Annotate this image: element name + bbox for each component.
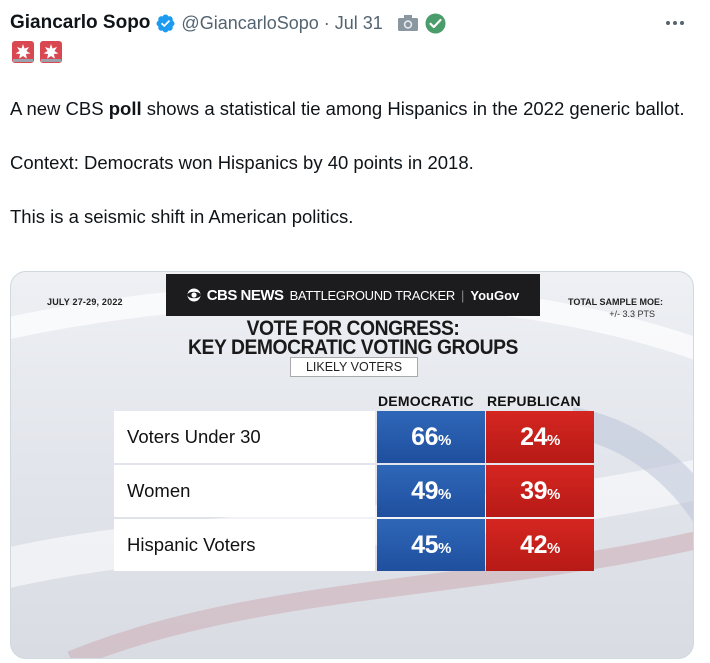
author-name[interactable]: Giancarlo Sopo	[10, 12, 151, 33]
emoji-row	[11, 40, 63, 64]
tweet-text: A new CBS poll shows a statistical tie a…	[10, 95, 700, 257]
row-label: Hispanic Voters	[114, 519, 375, 571]
tweet-paragraph-1: A new CBS poll shows a statistical tie a…	[10, 98, 685, 119]
tweet-paragraph-3: This is a seismic shift in American poli…	[10, 206, 354, 227]
verified-badge-icon[interactable]	[155, 13, 176, 34]
brand-separator: |	[461, 287, 465, 303]
more-options-icon[interactable]	[660, 8, 690, 38]
democratic-value-cell: 66%	[377, 411, 485, 463]
table-row: Voters Under 30 66% 24%	[114, 411, 594, 463]
cbs-eye-logo-icon	[187, 288, 201, 302]
democratic-value-cell: 49%	[377, 465, 485, 517]
tweet-paragraph-2: Context: Democrats won Hispanics by 40 p…	[10, 152, 474, 173]
tweet-header: Giancarlo Sopo @GiancarloSopo · Jul 31	[10, 10, 446, 36]
democratic-value: 45	[411, 531, 438, 559]
republican-value-cell: 42%	[486, 519, 594, 571]
moe-label: TOTAL SAMPLE MOE:	[567, 297, 663, 307]
republican-value: 39	[520, 477, 547, 505]
column-header-democratic: DEMOCRATIC	[378, 393, 474, 409]
separator-dot: ·	[323, 12, 330, 33]
police-siren-icon	[39, 40, 63, 64]
author-handle[interactable]: @GiancarloSopo	[181, 12, 319, 33]
tweet-date[interactable]: Jul 31	[334, 12, 383, 33]
chart-title-line-2: KEY DEMOCRATIC VOTING GROUPS	[188, 336, 518, 359]
yougov-label: YouGov	[470, 287, 520, 303]
check-circle-icon	[425, 13, 446, 34]
percent-sign: %	[437, 432, 451, 449]
democratic-value: 66	[411, 423, 438, 451]
hashtag-poll[interactable]: poll	[108, 98, 142, 119]
democratic-value-cell: 45%	[377, 519, 485, 571]
column-header-republican: REPUBLICAN	[487, 393, 581, 409]
battleground-tracker-label: BATTLEGROUND TRACKER	[289, 287, 456, 303]
chart-subtitle: LIKELY VOTERS	[290, 357, 418, 377]
row-label: Women	[114, 465, 375, 517]
percent-sign: %	[546, 540, 560, 557]
percent-sign: %	[437, 486, 451, 503]
republican-value-cell: 24%	[486, 411, 594, 463]
camera-icon	[397, 13, 419, 33]
democratic-value: 49	[411, 477, 438, 505]
cbs-brand-banner: CBS NEWS BATTLEGROUND TRACKER | YouGov	[166, 274, 540, 316]
poll-table: Voters Under 30 66% 24% Women 49% 39% Hi…	[114, 411, 594, 571]
tweet-media-image[interactable]: CBS NEWS BATTLEGROUND TRACKER | YouGov J…	[10, 271, 694, 659]
chart-title-line-1: VOTE FOR CONGRESS:	[246, 317, 460, 340]
percent-sign: %	[437, 540, 451, 557]
police-siren-icon	[11, 40, 35, 64]
republican-value: 42	[520, 531, 547, 559]
table-row: Hispanic Voters 45% 42%	[114, 519, 594, 571]
republican-value: 24	[520, 423, 547, 451]
poll-date: JULY 27-29, 2022	[47, 297, 123, 307]
cbs-news-label: CBS NEWS	[206, 286, 284, 304]
percent-sign: %	[546, 432, 560, 449]
republican-value-cell: 39%	[486, 465, 594, 517]
moe-value: +/- 3.3 PTS	[609, 309, 655, 319]
percent-sign: %	[546, 486, 560, 503]
row-label: Voters Under 30	[114, 411, 375, 463]
table-row: Women 49% 39%	[114, 465, 594, 517]
